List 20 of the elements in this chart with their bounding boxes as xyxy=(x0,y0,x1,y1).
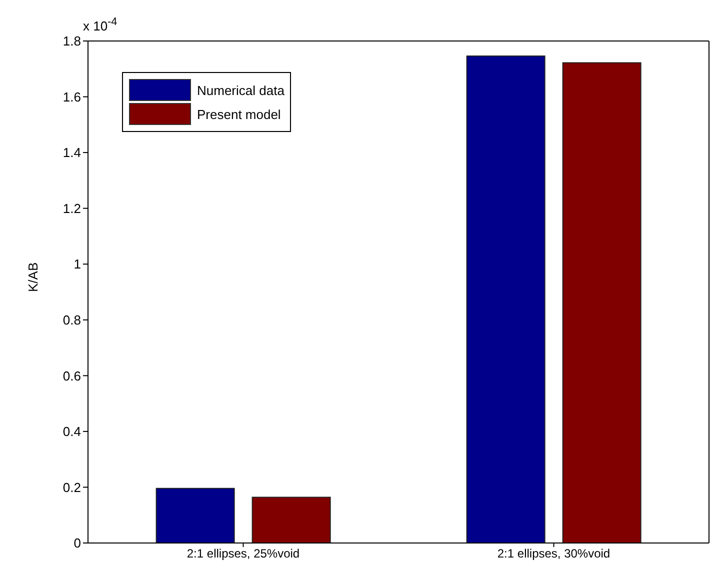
y-tick-label: 0.6 xyxy=(62,368,81,384)
legend-label: Present model xyxy=(197,106,281,122)
y-tick-label: 0.8 xyxy=(62,312,81,328)
bar xyxy=(252,496,331,543)
text: x 10$^{-4}$ xyxy=(83,16,118,34)
y-tick-label: 1.8 xyxy=(62,34,81,49)
y-tick-label: 1.6 xyxy=(62,89,81,104)
y-tick-label: 1.4 xyxy=(62,145,81,160)
y-tick-label: 0.2 xyxy=(62,480,81,495)
y-tick-label: 0 xyxy=(74,536,81,551)
bar xyxy=(562,62,642,543)
x-tick-label: 2:1 ellipses, 30%void xyxy=(497,546,610,561)
bar xyxy=(466,56,546,543)
y-tick-label: 1.2 xyxy=(62,200,81,216)
x-tick-label: 2:1 ellipses, 25%void xyxy=(186,546,300,561)
bar xyxy=(156,488,235,543)
y-tick-label: 0.4 xyxy=(62,424,81,440)
y-tick-label: 1 xyxy=(74,256,81,272)
y-axis-title: K/AB xyxy=(26,262,41,292)
legend-label: Numerical data xyxy=(197,82,284,98)
